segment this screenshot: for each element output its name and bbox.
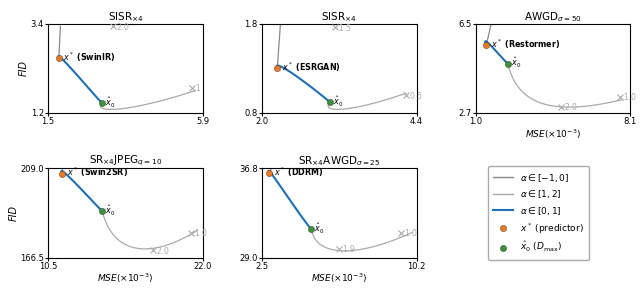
Text: $x^*$ (SwinIR): $x^*$ (SwinIR) bbox=[63, 51, 116, 64]
X-axis label: $MSE(\times 10^{-3})$: $MSE(\times 10^{-3})$ bbox=[311, 272, 367, 285]
Text: $1$: $1$ bbox=[195, 83, 201, 94]
Text: $\hat{x}_0$: $\hat{x}_0$ bbox=[106, 96, 115, 110]
Title: SR$_{\times 4}$JPEG$_{q=10}$: SR$_{\times 4}$JPEG$_{q=10}$ bbox=[89, 154, 162, 168]
Legend: $\alpha \in [-1, 0]$, $\alpha \in [1, 2]$, $\alpha \in [0, 1]$, $x^*$ (predictor: $\alpha \in [-1, 0]$, $\alpha \in [1, 2]… bbox=[488, 166, 589, 260]
Title: SISR$_{\times 4}$: SISR$_{\times 4}$ bbox=[321, 10, 357, 24]
Text: $x^*$ (ESRGAN): $x^*$ (ESRGAN) bbox=[282, 61, 340, 74]
Text: $\hat{x}_0$: $\hat{x}_0$ bbox=[511, 57, 522, 70]
Text: $1.5$: $1.5$ bbox=[338, 22, 351, 33]
X-axis label: $MSE(\times 10^{-3})$: $MSE(\times 10^{-3})$ bbox=[97, 272, 154, 285]
Text: $x^*$ (DDRM): $x^*$ (DDRM) bbox=[274, 165, 324, 178]
Text: $\hat{x}_0$: $\hat{x}_0$ bbox=[333, 95, 343, 109]
Text: $x^*$ (Swin2SR): $x^*$ (Swin2SR) bbox=[67, 166, 128, 179]
Text: $x^*$ (Restormer): $x^*$ (Restormer) bbox=[491, 38, 561, 51]
Y-axis label: FID: FID bbox=[8, 205, 19, 221]
Title: SR$_{\times 4}$AWGD$_{\sigma=25}$: SR$_{\times 4}$AWGD$_{\sigma=25}$ bbox=[298, 155, 380, 168]
Title: AWGD$_{\sigma=50}$: AWGD$_{\sigma=50}$ bbox=[524, 10, 582, 24]
Text: $1.0$: $1.0$ bbox=[623, 91, 636, 102]
Text: $2.0$: $2.0$ bbox=[564, 101, 577, 112]
Text: $\hat{x}_0$: $\hat{x}_0$ bbox=[314, 221, 324, 236]
Text: $1.0$: $1.0$ bbox=[404, 227, 418, 238]
X-axis label: $MSE(\times 10^{-3})$: $MSE(\times 10^{-3})$ bbox=[525, 128, 581, 141]
Y-axis label: FID: FID bbox=[19, 60, 29, 76]
Title: SISR$_{\times 4}$: SISR$_{\times 4}$ bbox=[108, 10, 143, 24]
Text: $2.0$: $2.0$ bbox=[156, 245, 170, 256]
Text: $\hat{x}_0$: $\hat{x}_0$ bbox=[106, 204, 115, 218]
Text: $2.0$: $2.0$ bbox=[116, 21, 130, 32]
Text: $0.5$: $0.5$ bbox=[409, 90, 422, 101]
Text: $1.0$: $1.0$ bbox=[193, 227, 207, 238]
Text: $1.9$: $1.9$ bbox=[342, 243, 356, 254]
